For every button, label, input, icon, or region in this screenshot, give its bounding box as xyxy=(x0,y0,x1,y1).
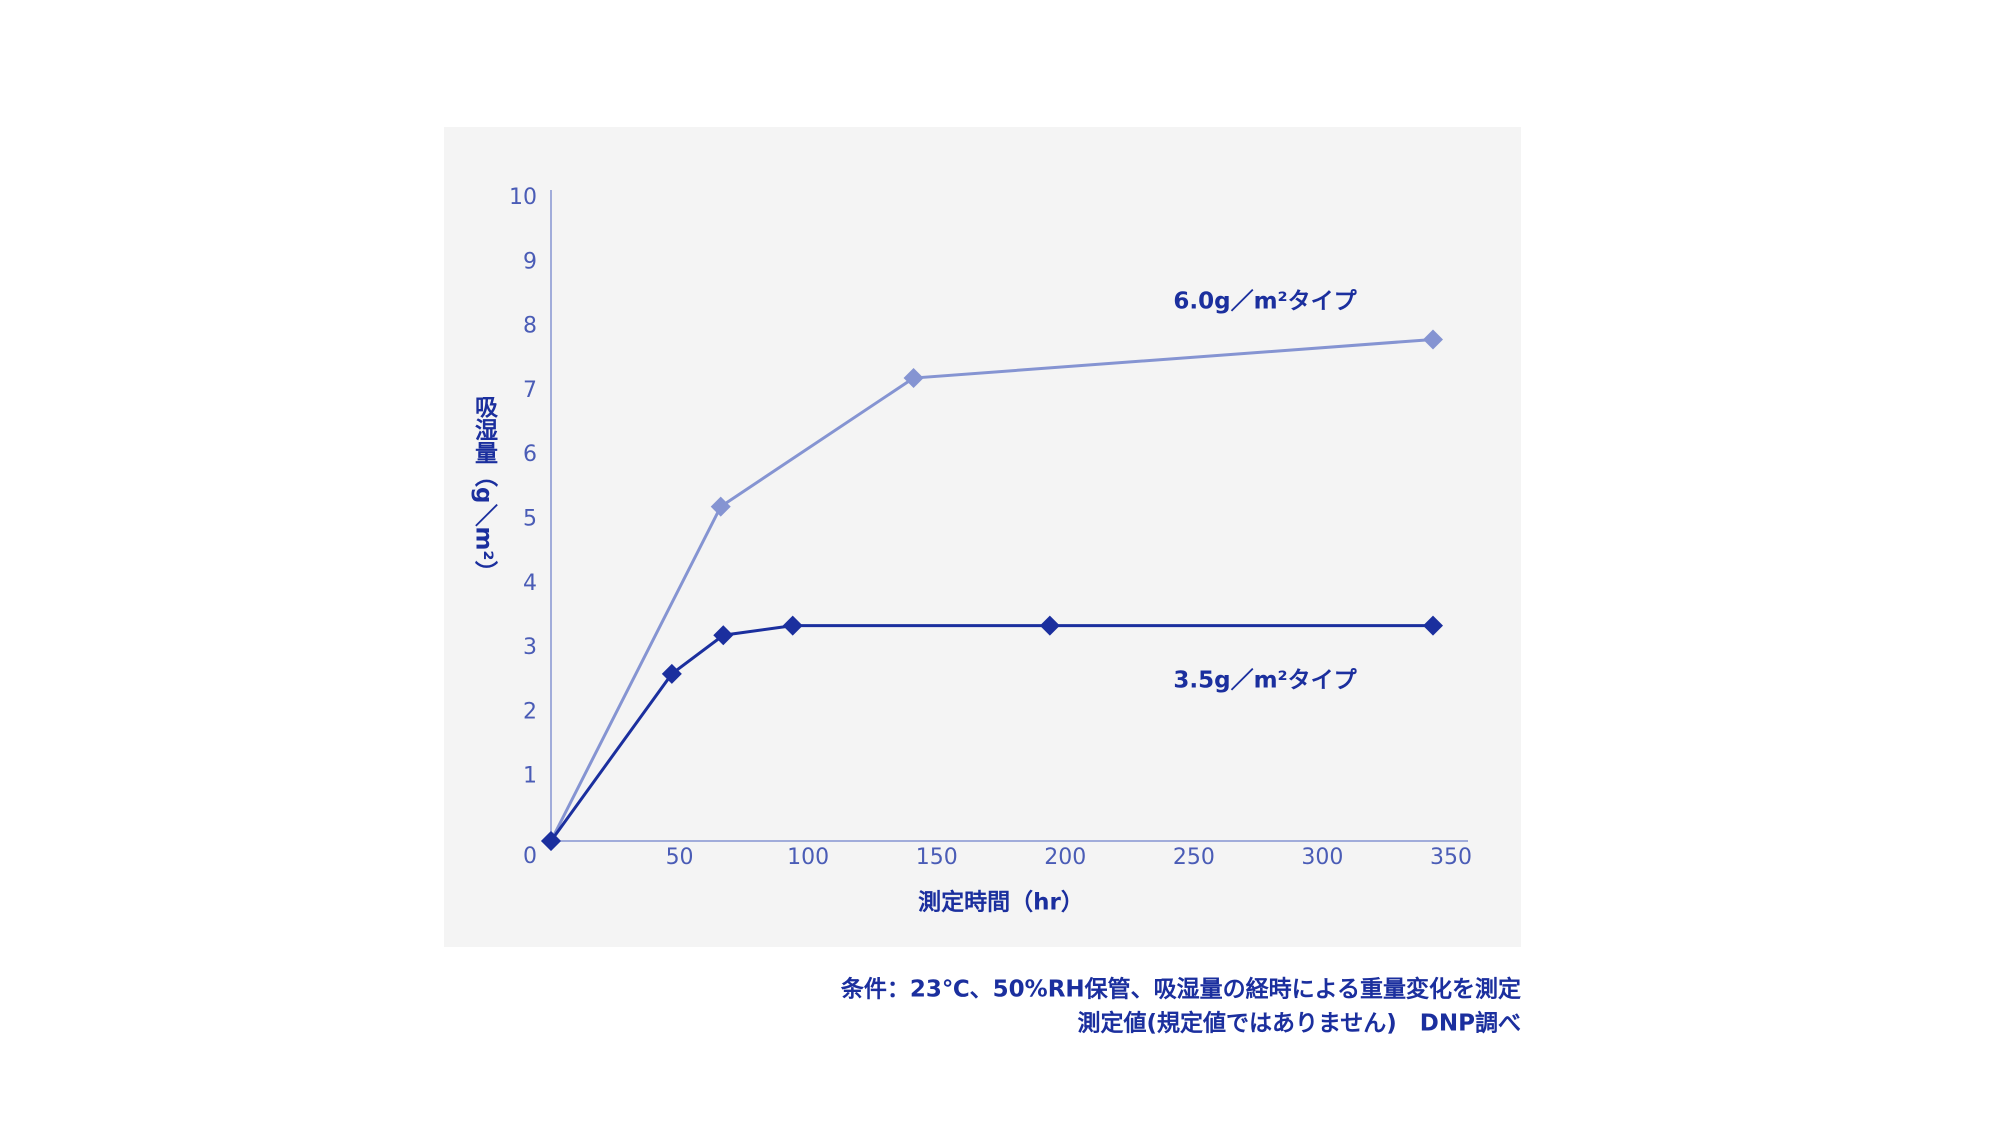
y-tick-label: 1 xyxy=(523,764,537,789)
data-point xyxy=(903,368,924,389)
x-tick-label: 300 xyxy=(1301,845,1343,870)
y-axis-label: 吸湿量（g／m²） xyxy=(471,395,499,584)
y-tick-label: 2 xyxy=(523,699,537,724)
data-point xyxy=(541,831,561,851)
y-tick-label: 3 xyxy=(523,635,537,660)
x-tick-label: 50 xyxy=(666,845,694,870)
series-line xyxy=(549,624,1433,842)
note: 条件：23℃、50%RH保管、吸湿量の経時による重量変化を測定 xyxy=(841,976,1521,1003)
y-tick-label: 9 xyxy=(523,249,537,274)
series-line xyxy=(549,337,1434,842)
x-tick-label: 200 xyxy=(1044,845,1086,870)
y-tick-label: 6 xyxy=(523,442,537,467)
y-tick-label: 5 xyxy=(523,507,537,532)
x-tick-label: 250 xyxy=(1173,845,1215,870)
note: 測定値(規定値ではありません) DNP調べ xyxy=(1077,1010,1521,1037)
data-point xyxy=(1039,615,1060,636)
x-tick-label: 150 xyxy=(916,845,958,870)
y-tick-label: 4 xyxy=(523,571,537,596)
plot-panel xyxy=(444,127,1521,947)
series-label: 3.5g／m²タイプ xyxy=(1173,667,1357,694)
x-tick-label: 100 xyxy=(787,845,829,870)
y-tick-label: 8 xyxy=(523,314,537,339)
x-tick-label: 350 xyxy=(1430,845,1472,870)
y-tick-label: 0 xyxy=(523,844,537,869)
data-point xyxy=(713,625,734,646)
series-label: 6.0g／m²タイプ xyxy=(1173,288,1357,315)
x-axis-label: 測定時間（hr） xyxy=(918,889,1084,916)
y-tick-label: 10 xyxy=(509,185,537,210)
data-point xyxy=(661,663,682,684)
y-tick-label: 7 xyxy=(523,378,537,403)
data-point xyxy=(782,615,803,636)
data-point xyxy=(710,496,731,517)
data-point xyxy=(1423,329,1443,350)
data-point xyxy=(1423,615,1443,636)
